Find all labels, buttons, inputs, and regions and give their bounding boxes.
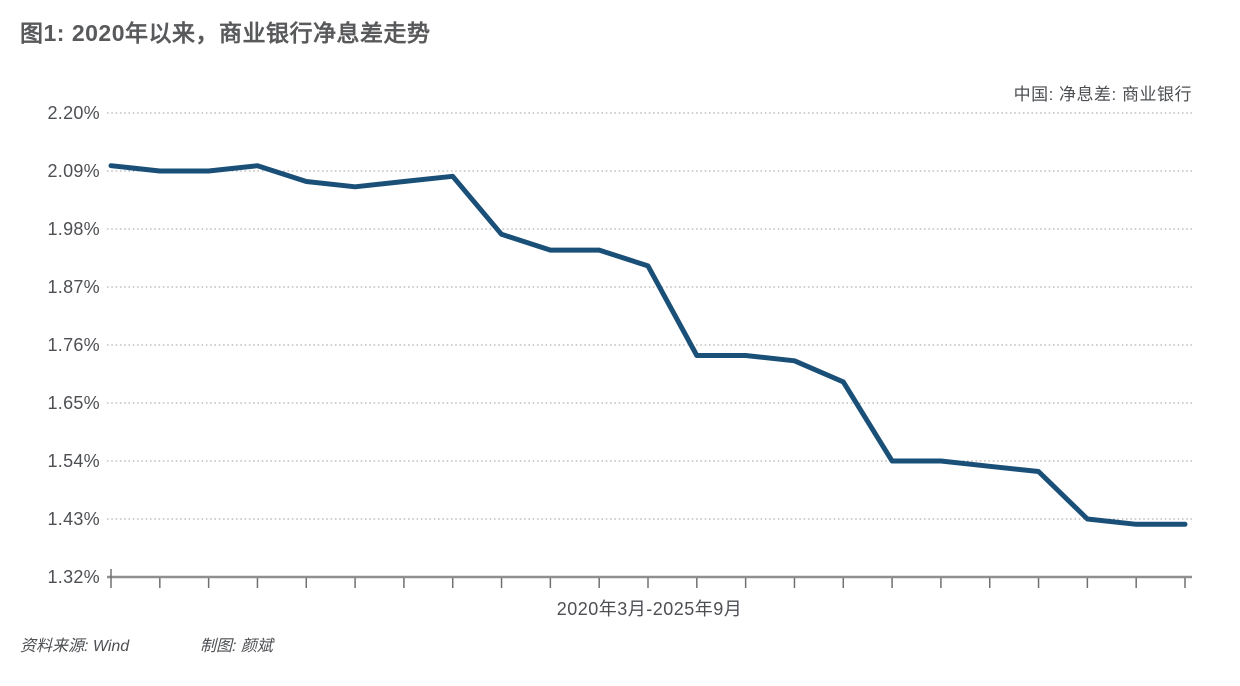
footer: 资料来源: Wind 制图: 颜斌 — [0, 632, 1240, 656]
y-axis-tick-label: 1.54% — [47, 451, 100, 471]
y-axis-tick-label: 1.32% — [47, 567, 100, 587]
y-axis-tick-label: 1.65% — [47, 393, 100, 413]
data-source-label: 资料来源: Wind — [20, 638, 130, 655]
y-axis-tick-label: 1.98% — [47, 219, 100, 239]
y-axis-tick-label: 1.76% — [47, 335, 100, 355]
y-axis-tick-label: 2.20% — [47, 103, 100, 123]
nim-line-series — [108, 163, 1188, 527]
y-axis-tick-label: 1.43% — [47, 509, 100, 529]
x-axis-range-label: 2020年3月-2025年9月 — [556, 599, 743, 619]
y-axis-tick-label: 2.09% — [47, 161, 100, 181]
chart-title: 图1: 2020年以来，商业银行净息差走势 — [20, 20, 431, 46]
chart-credit-label: 制图: 颜斌 — [200, 638, 273, 655]
y-axis-tick-label: 1.87% — [47, 277, 100, 297]
series-legend-label: 中国: 净息差: 商业银行 — [1013, 85, 1192, 104]
